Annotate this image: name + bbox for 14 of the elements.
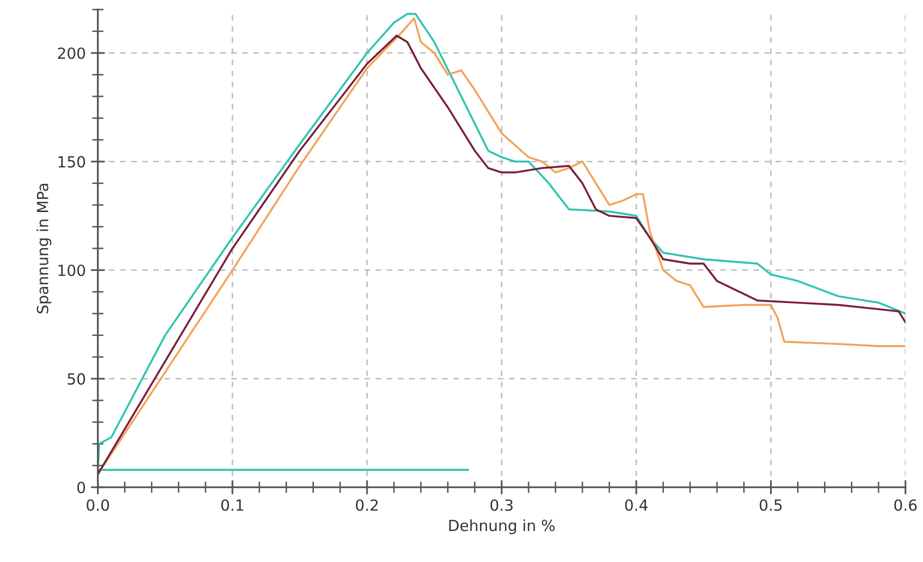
x-tick-label: 0.1 [221,499,244,511]
x-tick-label: 0.2 [356,499,378,511]
x-tick-label: 0.5 [760,499,782,511]
x-tick-label: 0.4 [625,499,648,511]
y-tick-label: 200 [58,47,86,60]
y-tick-label: 150 [58,156,86,168]
x-tick-label: 0.0 [86,499,109,511]
x-tick-label: 0.3 [490,499,513,511]
x-tick-label: 0.6 [894,499,917,511]
x-axis-title: Dehnung in % [449,519,555,534]
y-tick-label: 0 [77,482,86,494]
y-tick-label: 100 [58,264,86,276]
y-tick-label: 50 [68,373,86,385]
y-axis-title: Spannung in MPa [36,184,52,314]
